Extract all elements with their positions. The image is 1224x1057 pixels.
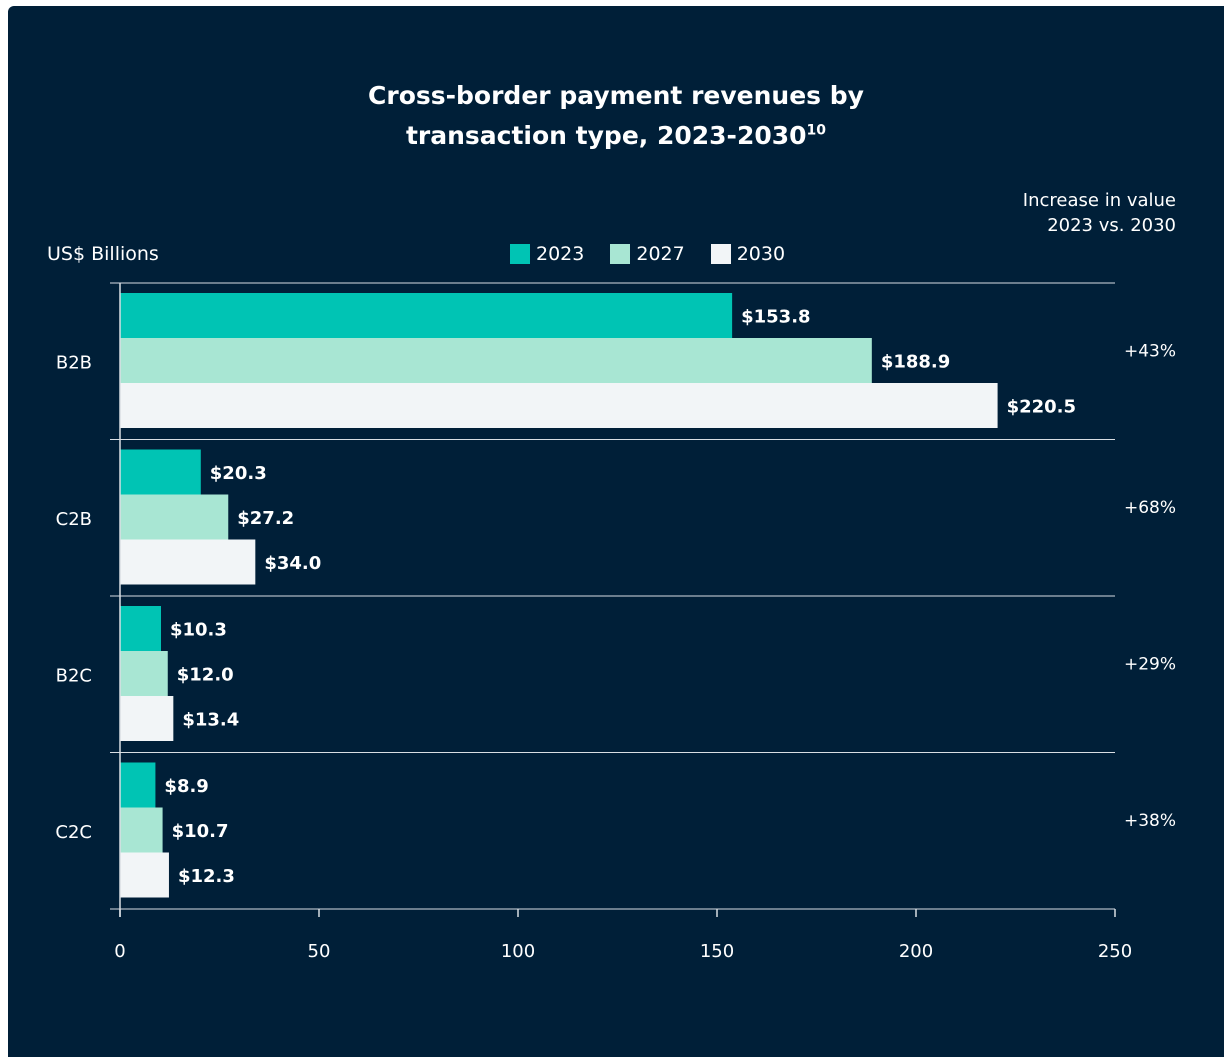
x-tick-label: 100	[501, 941, 535, 962]
data-label: $13.4	[182, 710, 239, 731]
increase-header-line-2: 2023 vs. 2030	[1047, 215, 1176, 236]
legend-label-2023: 2023	[536, 243, 585, 265]
chart-title: Cross-border payment revenues by transac…	[8, 76, 1224, 156]
increase-header: Increase in value 2023 vs. 2030	[1023, 188, 1176, 238]
bar-2023-C2B	[120, 449, 201, 495]
legend-swatch-2030	[710, 244, 731, 264]
increase-value: +38%	[1124, 811, 1176, 831]
category-label: B2B	[56, 352, 92, 373]
legend-label-2030: 2030	[736, 243, 786, 265]
bar-2030-C2B	[120, 539, 256, 585]
category-label: C2B	[56, 509, 92, 530]
data-label: $10.3	[170, 620, 227, 641]
increase-value: +29%	[1124, 654, 1176, 674]
bar-2027-B2B	[120, 338, 872, 383]
bar-2030-C2C	[120, 852, 169, 898]
x-tick-label: 200	[899, 941, 933, 962]
x-tick-label: 0	[114, 941, 125, 962]
category-label: B2C	[56, 665, 92, 686]
data-label: $188.9	[881, 352, 950, 373]
units-label: US$ Billions	[47, 243, 159, 265]
chart-title-line-1: Cross-border payment revenues by	[368, 81, 864, 110]
bar-2023-B2C	[120, 606, 161, 651]
data-label: $220.5	[1007, 397, 1076, 418]
increase-header-line-1: Increase in value	[1022, 190, 1176, 211]
bar-2030-B2C	[120, 696, 174, 741]
legend-label-2027: 2027	[636, 243, 685, 265]
bar-2027-C2C	[120, 807, 163, 853]
legend-swatch-2027	[610, 244, 631, 264]
x-tick-label: 50	[308, 941, 331, 962]
legend-item-2030: 2030	[710, 243, 786, 265]
data-label: $20.3	[210, 463, 267, 484]
increase-value: +43%	[1124, 341, 1176, 361]
bar-2023-C2C	[120, 762, 156, 808]
data-label: $12.0	[177, 665, 234, 686]
bar-2027-B2C	[120, 651, 168, 696]
data-label: $153.8	[741, 307, 810, 328]
x-tick-label: 150	[700, 941, 734, 962]
legend-item-2027: 2027	[610, 243, 685, 265]
data-label: $10.7	[172, 821, 229, 842]
legend: 2023 2027 2030	[510, 243, 811, 265]
increase-value: +68%	[1124, 498, 1176, 518]
data-label: $27.2	[237, 508, 294, 529]
data-label: $34.0	[264, 553, 321, 574]
legend-swatch-2023	[510, 244, 530, 264]
bar-2023-B2B	[120, 293, 733, 338]
bar-2027-C2B	[120, 494, 229, 540]
bar-2030-B2B	[120, 383, 998, 428]
x-tick-label: 250	[1098, 941, 1132, 962]
chart-title-line-2: transaction type, 2023-203010	[8, 116, 1224, 156]
data-label: $12.3	[178, 866, 235, 887]
data-label: $8.9	[164, 776, 208, 797]
title-footnote: 10	[806, 122, 827, 139]
chart-title-line-2-text: transaction type, 2023-2030	[405, 121, 807, 150]
category-label: C2C	[55, 822, 92, 843]
legend-item-2023: 2023	[510, 243, 584, 265]
